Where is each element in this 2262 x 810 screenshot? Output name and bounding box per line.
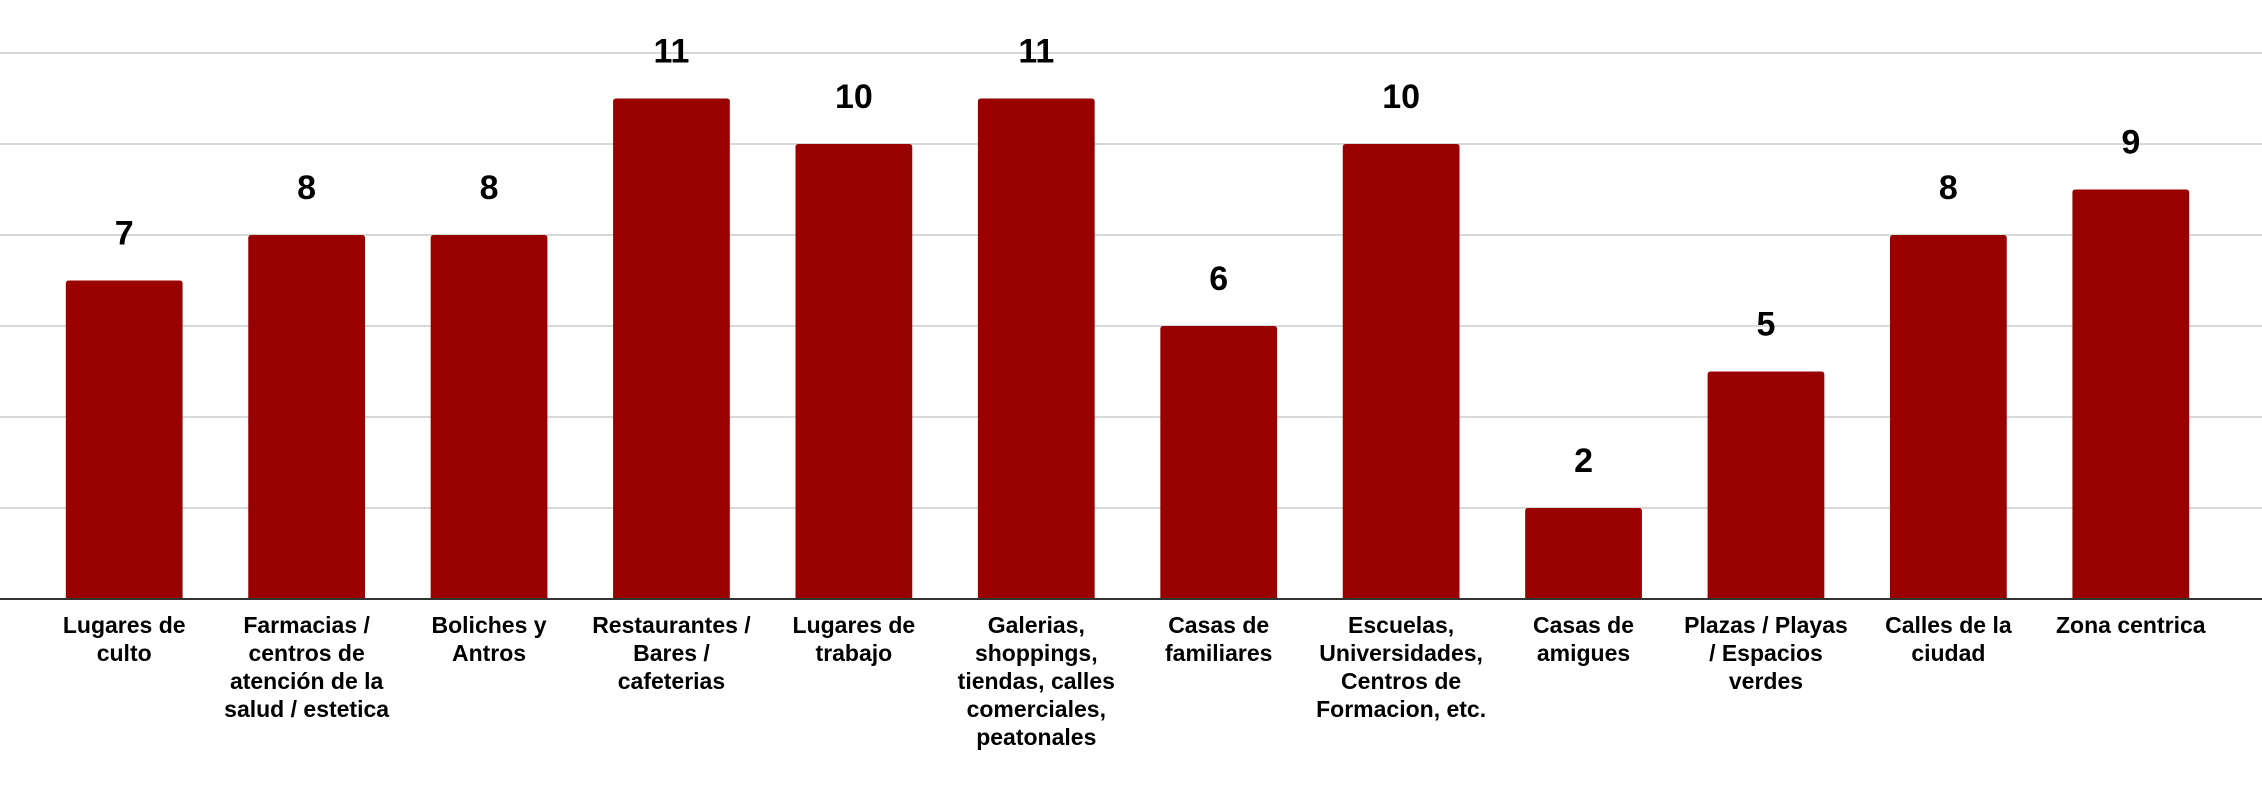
x-tick-label: Lugares de trabajo <box>792 612 916 666</box>
x-tick-label: Boliches y Antros <box>431 612 547 666</box>
bar <box>2072 189 2190 599</box>
x-tick-label: Calles de la ciudad <box>1885 612 2012 666</box>
x-tick-label: Plazas / Playas / Espacios verdes <box>1684 612 1848 694</box>
bar <box>1890 235 2007 599</box>
x-tick-label: Restaurantes / Bares / cafeterias <box>592 612 751 694</box>
bar <box>795 144 913 599</box>
value-label: 2 <box>1574 442 1593 480</box>
x-tick-label: Casas de amigues <box>1533 612 1635 666</box>
bar <box>977 98 1095 599</box>
value-label: 8 <box>297 169 316 207</box>
value-label: 11 <box>653 32 689 70</box>
bar <box>1707 371 1825 599</box>
bar <box>430 235 548 599</box>
value-label: 11 <box>1018 32 1054 70</box>
x-tick-label: Galerias, shoppings, tiendas, calles com… <box>957 612 1115 750</box>
value-label: 7 <box>115 214 134 252</box>
value-label: 8 <box>480 169 499 207</box>
value-label: 10 <box>1382 78 1420 116</box>
bar <box>1160 326 1278 599</box>
value-label: 10 <box>835 78 873 116</box>
x-tick-label: Casas de familiares <box>1165 612 1273 666</box>
bar <box>1525 508 1642 599</box>
x-tick-label: Farmacias / centros de atención de la sa… <box>224 612 390 722</box>
value-label: 9 <box>2121 123 2140 161</box>
x-tick-label: Lugares de culto <box>62 612 186 666</box>
value-label: 5 <box>1756 305 1775 343</box>
bar <box>65 280 183 599</box>
x-tick-label: Escuelas, Universidades, Centros de Form… <box>1316 612 1487 722</box>
value-label: 6 <box>1209 260 1228 298</box>
value-label: 8 <box>1939 169 1958 207</box>
bar <box>613 98 730 599</box>
x-tick-label: Zona centrica <box>2056 612 2206 638</box>
bar <box>248 235 365 599</box>
bar <box>1342 144 1460 599</box>
